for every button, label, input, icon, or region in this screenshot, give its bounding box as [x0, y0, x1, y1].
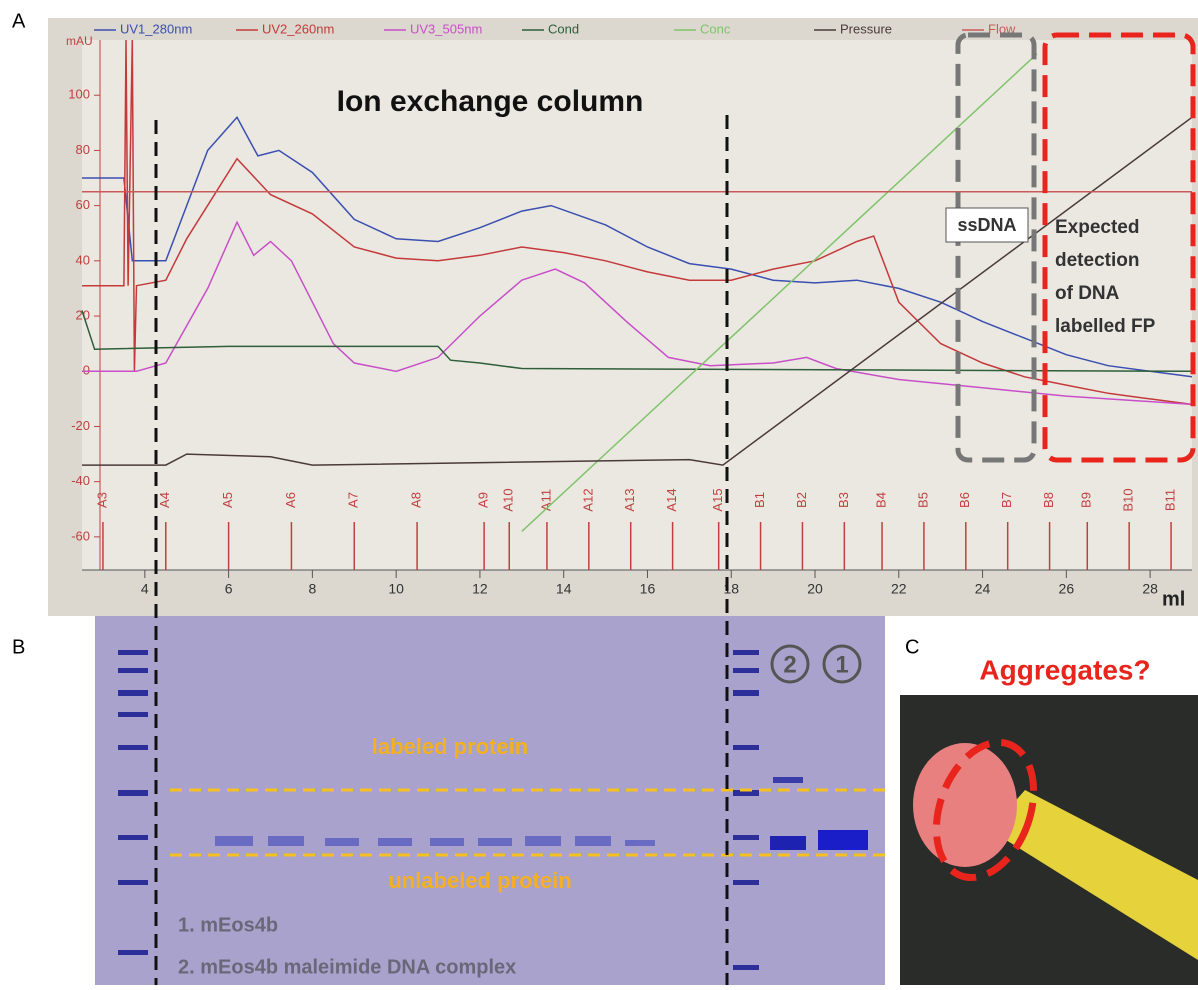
lane-mark: 2 [783, 651, 796, 678]
fraction-label: B3 [836, 492, 851, 508]
series-line [82, 116, 1193, 466]
tube [990, 790, 1198, 960]
panel-label: B [12, 636, 25, 658]
fraction-label: A13 [622, 488, 637, 511]
fraction-label: A4 [157, 492, 172, 508]
fraction-label: A14 [664, 488, 679, 511]
x-tick-label: 6 [225, 581, 233, 597]
series-line [82, 39, 1193, 406]
band [770, 836, 806, 850]
panel-label: A [12, 10, 26, 32]
series-line [82, 116, 1193, 378]
fraction-label: B9 [1079, 492, 1094, 508]
fraction-label: A7 [346, 492, 361, 508]
fraction-label: A9 [476, 492, 491, 508]
fraction-label: B7 [999, 492, 1014, 508]
annotation: labelled FP [1055, 316, 1156, 337]
annotation: Expected [1055, 217, 1139, 238]
fraction-label: A12 [580, 488, 595, 511]
legend-label: UV3_505nm [410, 21, 482, 36]
fraction-label: A6 [283, 492, 298, 508]
legend-label: Cond [548, 21, 579, 36]
x-tick-label: 4 [141, 581, 149, 597]
legend-label: UV2_260nm [262, 21, 334, 36]
gel-legend: 2. mEos4b maleimide DNA complex [178, 956, 516, 978]
cap [913, 743, 1017, 867]
fraction-label: B11 [1162, 489, 1177, 511]
fraction-label: B10 [1121, 488, 1136, 511]
x-tick-label: 14 [556, 581, 572, 597]
x-tick-label: 10 [388, 581, 404, 597]
fraction-label: B6 [957, 492, 972, 508]
x-unit: ml [1162, 588, 1185, 610]
y-tick-label: 0 [83, 363, 90, 378]
fraction-label: A5 [220, 492, 235, 508]
fraction-label: B5 [915, 492, 930, 508]
box [1042, 32, 1196, 463]
gel-legend: 1. mEos4b [178, 914, 278, 936]
chromatogram: mAU ml Ion exchange column -60 -40 -20 0 20 40 60… [66, 21, 1193, 610]
fraction-label: B4 [873, 492, 888, 508]
x-tick-label: 24 [975, 581, 991, 597]
series-line [521, 53, 1038, 532]
gel-label: unlabeled protein [388, 868, 571, 893]
y-tick-label: -20 [71, 418, 90, 433]
lane-circle [770, 644, 810, 684]
fraction-label: A10 [501, 488, 516, 511]
ssdna-box [945, 207, 1029, 243]
photo-title: Aggregates? [979, 654, 1150, 685]
gel-label: labeled protein [372, 734, 528, 759]
fraction-label: B8 [1041, 492, 1056, 508]
y-tick-label: 80 [76, 142, 90, 157]
highlight [932, 738, 1038, 882]
annotation: detection [1055, 250, 1139, 271]
x-tick-label: 20 [807, 581, 823, 597]
photo: Aggregates? [913, 654, 1198, 960]
fraction-label: B2 [794, 492, 809, 508]
box [955, 32, 1037, 463]
annotation: ssDNA [957, 215, 1016, 235]
legend-label: UV1_280nm [120, 21, 192, 36]
x-tick-label: 16 [640, 581, 656, 597]
plot-area [82, 40, 1192, 570]
fraction-label: A8 [409, 492, 424, 508]
y-tick-label: 60 [76, 197, 90, 212]
fraction-label: A15 [710, 488, 725, 511]
band [773, 777, 803, 783]
legend-label: Pressure [840, 21, 892, 36]
fraction-label: B1 [752, 492, 767, 508]
lane-mark: 1 [835, 651, 848, 678]
y-tick-label: 100 [68, 87, 90, 102]
y-tick-label: 40 [76, 252, 90, 267]
y-tick-label: -60 [71, 528, 90, 543]
annotation: of DNA [1055, 283, 1120, 304]
series-line [82, 220, 1193, 406]
y-unit: mAU [66, 34, 93, 48]
x-tick-label: 8 [308, 581, 316, 597]
panel-label: C [905, 636, 919, 658]
fraction-label: A11 [538, 489, 553, 511]
lane-circle [822, 644, 862, 684]
x-tick-label: 26 [1059, 581, 1075, 597]
band [818, 830, 868, 850]
legend-label: Conc [700, 21, 731, 36]
gel-bg [95, 616, 885, 985]
gel: labeled protein unlabeled protein 2 1 1.… [118, 644, 885, 978]
x-tick-label: 12 [472, 581, 488, 597]
series-line [81, 310, 1193, 373]
ladder-bands [118, 650, 759, 970]
chart-title: Ion exchange column [337, 85, 644, 118]
x-tick-label: 28 [1142, 581, 1158, 597]
fraction-label: A3 [94, 492, 109, 508]
x-tick-label: 22 [891, 581, 907, 597]
sample-bands [215, 836, 655, 846]
y-tick-label: -40 [71, 473, 90, 488]
